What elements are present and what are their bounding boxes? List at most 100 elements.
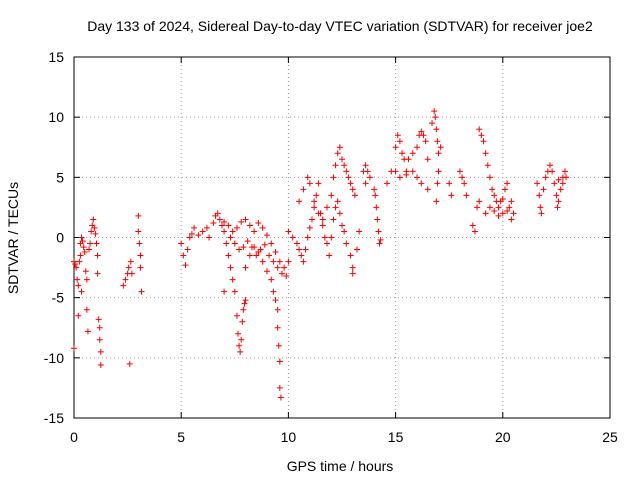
- data-point: [319, 216, 326, 223]
- data-point: [268, 276, 275, 283]
- data-point: [396, 174, 403, 181]
- data-point: [270, 288, 277, 295]
- data-point: [78, 234, 85, 241]
- data-point: [75, 282, 82, 289]
- data-point: [486, 174, 493, 181]
- data-point: [508, 216, 515, 223]
- data-point: [272, 248, 279, 255]
- data-point: [336, 144, 343, 151]
- data-point: [251, 228, 258, 235]
- data-point: [375, 228, 382, 235]
- data-point: [384, 180, 391, 187]
- data-point: [214, 210, 221, 217]
- data-point: [501, 186, 508, 193]
- data-point: [272, 297, 279, 304]
- data-point: [495, 212, 502, 219]
- data-point: [268, 240, 275, 247]
- data-point: [180, 252, 187, 259]
- data-point: [349, 264, 356, 271]
- data-point: [405, 156, 412, 163]
- data-point: [508, 198, 515, 205]
- data-point: [420, 132, 427, 139]
- data-point: [418, 180, 425, 187]
- data-point: [495, 204, 502, 211]
- data-point: [321, 234, 328, 241]
- data-point: [285, 258, 292, 265]
- data-point: [459, 174, 466, 181]
- data-point: [78, 288, 85, 295]
- data-point: [221, 288, 228, 295]
- data-point: [235, 330, 242, 337]
- data-point: [203, 224, 210, 231]
- data-point: [263, 268, 270, 275]
- data-point: [188, 230, 195, 237]
- data-point: [127, 258, 134, 265]
- y-axis-label: SDTVAR / TECUs: [5, 182, 21, 294]
- y-tick-label: 10: [48, 109, 64, 125]
- y-tick-label: 15: [48, 49, 64, 65]
- data-point: [434, 138, 441, 145]
- data-point: [92, 230, 99, 237]
- data-point: [392, 168, 399, 175]
- data-point: [240, 244, 247, 251]
- data-point: [285, 228, 292, 235]
- y-tick-label: -10: [44, 350, 64, 366]
- data-point: [76, 258, 83, 265]
- data-point: [276, 358, 283, 365]
- data-point: [504, 180, 511, 187]
- data-point: [122, 276, 129, 283]
- data-point: [555, 198, 562, 205]
- data-point: [463, 192, 470, 199]
- data-point: [246, 252, 253, 259]
- data-point: [480, 138, 487, 145]
- data-point: [504, 208, 511, 215]
- y-tick-label: 0: [56, 230, 64, 246]
- data-point: [362, 180, 369, 187]
- data-point: [392, 144, 399, 151]
- data-point: [126, 360, 133, 367]
- data-point: [274, 306, 281, 313]
- data-point: [435, 150, 442, 157]
- data-point: [351, 192, 358, 199]
- data-point: [255, 220, 262, 227]
- data-point: [95, 316, 102, 323]
- data-point: [221, 228, 228, 235]
- data-point: [506, 204, 513, 211]
- data-point: [128, 270, 135, 277]
- x-tick-label: 15: [388, 429, 404, 445]
- data-point: [231, 240, 238, 247]
- data-point: [478, 132, 485, 139]
- data-point: [277, 394, 284, 401]
- data-point: [542, 174, 549, 181]
- data-point: [306, 224, 313, 231]
- data-point: [315, 210, 322, 217]
- data-point: [236, 342, 243, 349]
- data-point: [191, 224, 198, 231]
- data-point: [540, 186, 547, 193]
- data-point: [283, 273, 290, 280]
- data-point: [125, 264, 132, 271]
- data-point: [399, 150, 406, 157]
- x-tick-label: 5: [177, 429, 185, 445]
- data-point: [554, 204, 561, 211]
- data-point: [135, 212, 142, 219]
- data-point: [300, 186, 307, 193]
- x-tick-label: 10: [281, 429, 297, 445]
- data-point: [80, 244, 87, 251]
- data-point: [461, 180, 468, 187]
- data-point: [510, 210, 517, 217]
- data-point: [278, 270, 285, 277]
- data-point: [239, 318, 246, 325]
- data-point: [339, 156, 345, 163]
- data-point: [422, 138, 429, 145]
- data-point: [534, 180, 541, 187]
- data-point: [434, 180, 441, 187]
- data-point: [225, 252, 232, 259]
- data-point: [199, 228, 206, 235]
- data-point: [71, 345, 77, 352]
- data-point: [238, 218, 245, 225]
- data-point: [304, 174, 311, 181]
- data-point: [241, 300, 248, 307]
- data-point: [311, 204, 318, 211]
- data-point: [296, 246, 303, 253]
